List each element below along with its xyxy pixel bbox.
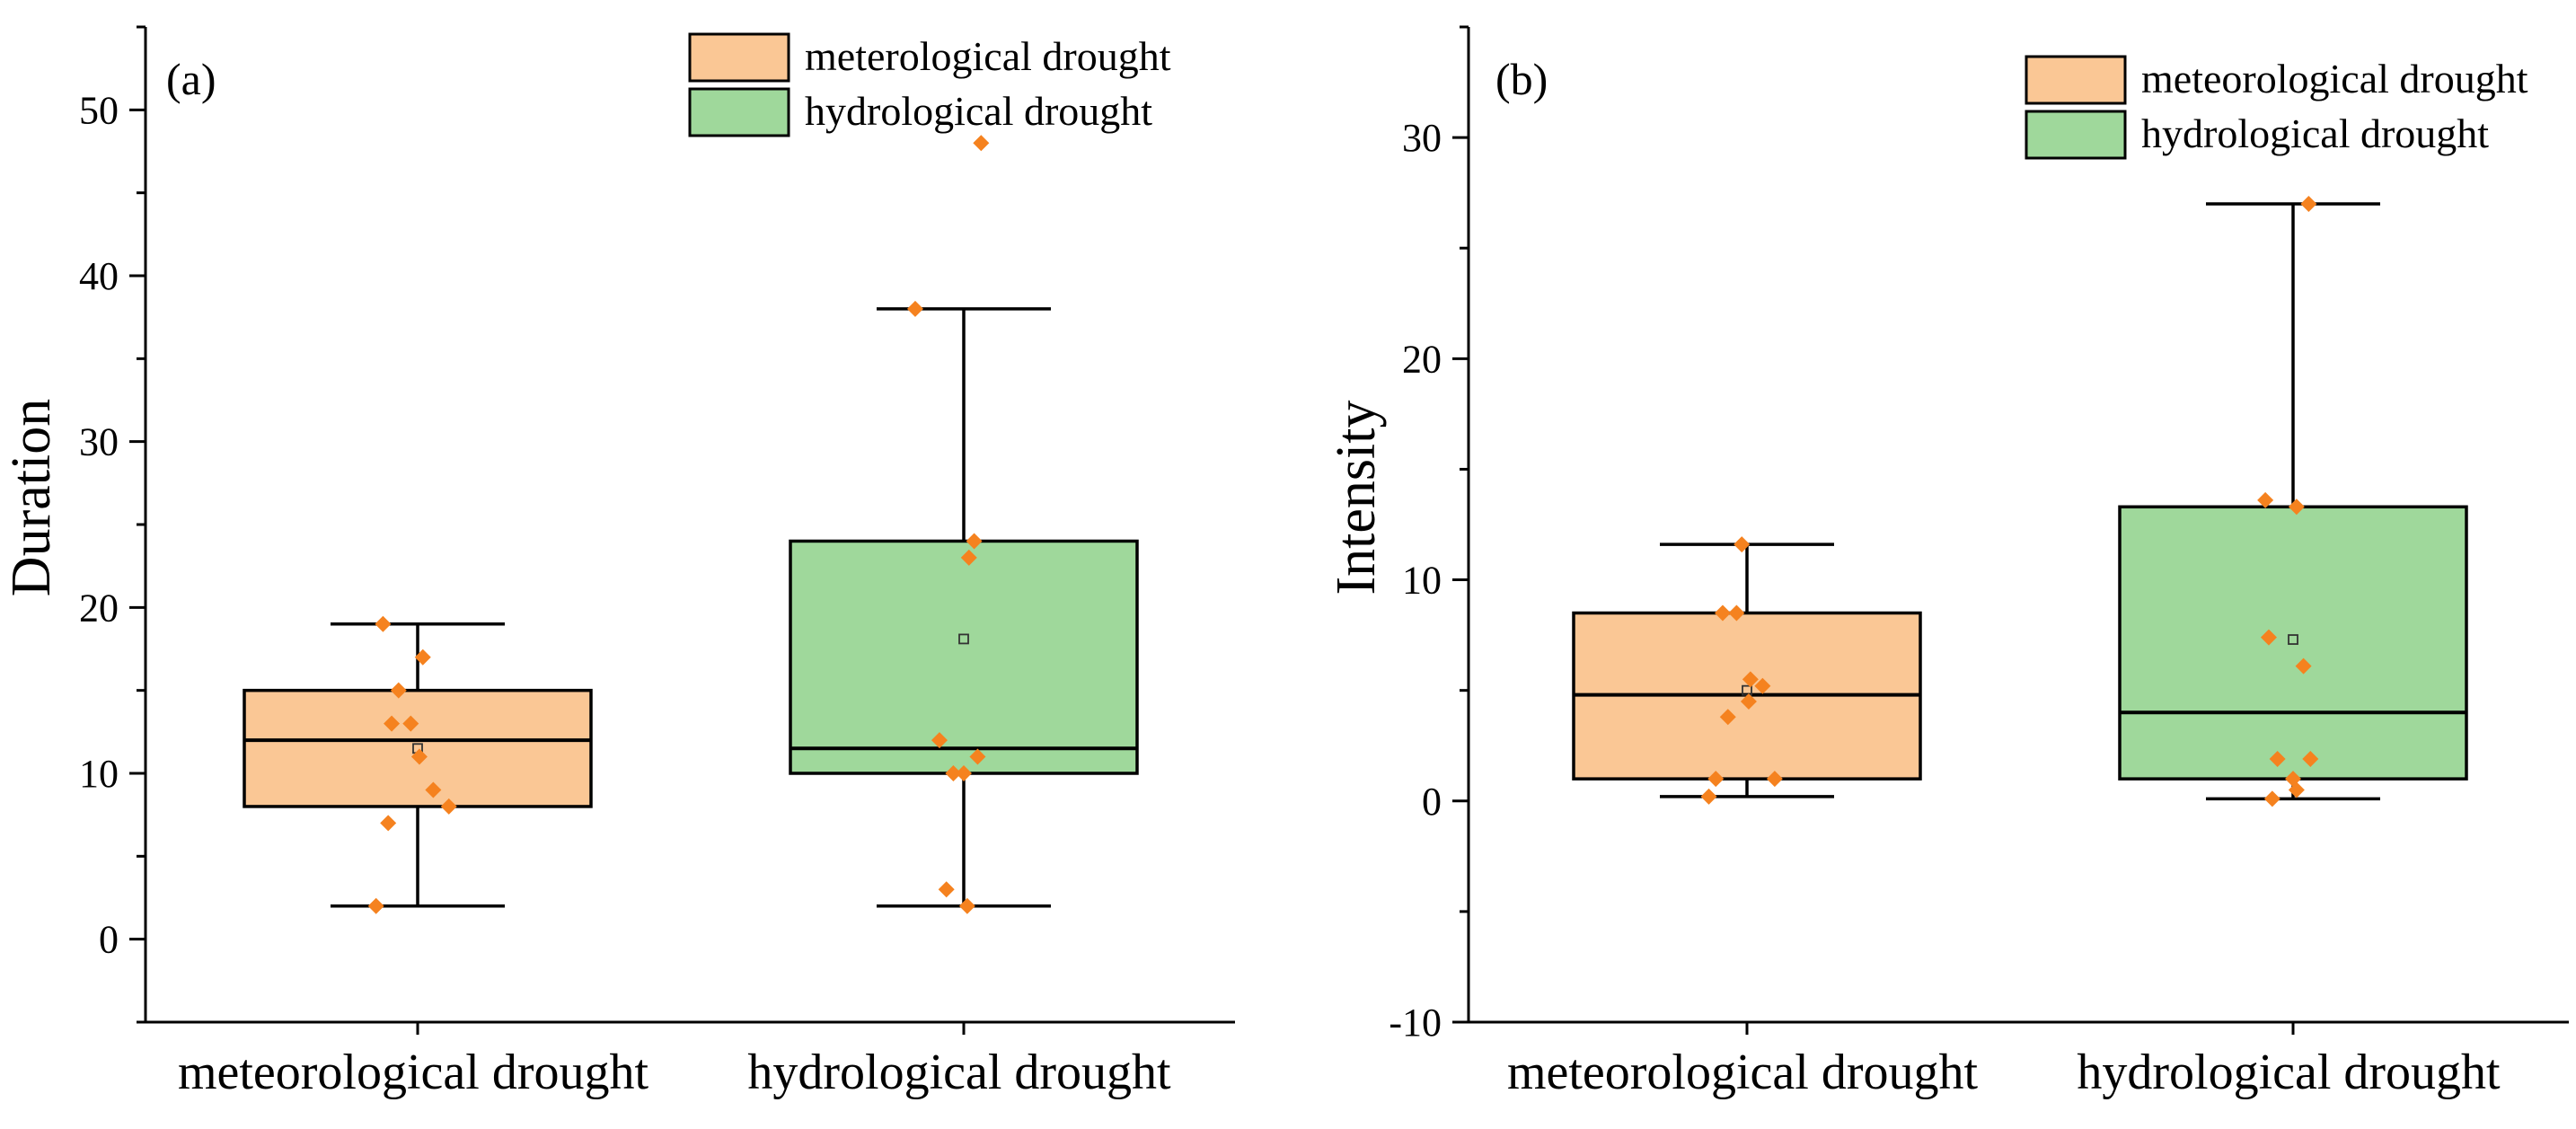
data-point (380, 815, 397, 832)
legend-label: meterological drought (805, 33, 1171, 79)
data-point (906, 300, 923, 317)
y-tick-label: 10 (1402, 559, 1442, 603)
data-point (1766, 771, 1783, 788)
panel-b-intensity: -10 0 10 20 30 meteorological drought hydrolog… (1326, 25, 2569, 1100)
data-point (1700, 788, 1717, 805)
y-axis-title: Intensity (1326, 401, 1387, 595)
legend-swatch (2025, 110, 2127, 160)
legend-label: hydrological drought (2141, 110, 2489, 156)
data-point (384, 715, 401, 732)
x-category-label: meteorological drought (1507, 1045, 1979, 1100)
box-iqr (2118, 505, 2468, 781)
box-group (789, 135, 1139, 914)
legend-label: hydrological drought (805, 88, 1152, 134)
data-point (1734, 536, 1751, 553)
data-point (2288, 498, 2305, 516)
box-group (1572, 536, 1922, 805)
data-point (414, 648, 431, 666)
y-tick-label: 10 (79, 752, 119, 796)
data-point (969, 748, 986, 765)
panel-label: (a) (166, 54, 216, 104)
data-point (1754, 677, 1771, 694)
data-point (425, 781, 442, 798)
legend: meterological drought hydrological drough… (688, 32, 1171, 137)
data-point (410, 748, 428, 765)
data-point (966, 533, 983, 550)
data-point (2295, 657, 2312, 675)
y-tick-label: 50 (79, 88, 119, 132)
data-point (1707, 771, 1725, 788)
y-axis-title: Duration (1, 399, 62, 596)
data-point (440, 798, 457, 815)
data-point (1740, 692, 1757, 710)
y-tick-label: 20 (79, 586, 119, 630)
mean-marker (958, 633, 969, 645)
x-category-label: meteorological drought (178, 1045, 649, 1100)
y-tick-label: 30 (1402, 116, 1442, 160)
data-point (1728, 604, 1745, 622)
mean-marker (1742, 684, 1752, 696)
data-point (2269, 750, 2286, 767)
y-tick-label: 30 (79, 420, 119, 464)
data-point (2257, 491, 2274, 508)
data-point (945, 765, 962, 781)
y-tick-label: 0 (99, 918, 119, 962)
legend-swatch (2025, 55, 2127, 105)
y-tick-label: 20 (1402, 337, 1442, 381)
y-tick-label: -10 (1389, 1001, 1442, 1045)
panel-label: (b) (1495, 54, 1548, 104)
legend-swatch (688, 32, 790, 83)
data-point (402, 715, 419, 732)
data-point (2300, 195, 2317, 212)
legend: meteorological drought hydrological droug… (2025, 55, 2528, 160)
box-group (243, 615, 593, 914)
box-group (2118, 195, 2468, 807)
data-point (2288, 781, 2305, 798)
x-category-label: hydrological drought (747, 1045, 1171, 1100)
data-point (2302, 750, 2319, 767)
mean-marker (2288, 634, 2298, 645)
data-point (958, 897, 975, 914)
data-point (2260, 629, 2277, 646)
data-point (973, 135, 990, 152)
data-point (1714, 604, 1731, 622)
data-point (367, 897, 384, 914)
data-point (390, 682, 407, 699)
data-point (2263, 790, 2280, 807)
data-point (375, 615, 392, 632)
box-iqr (789, 539, 1139, 775)
data-point (938, 881, 955, 898)
x-category-label: hydrological drought (2077, 1045, 2501, 1100)
y-tick-label: 0 (1422, 780, 1442, 824)
data-point (931, 732, 948, 749)
data-point (1719, 709, 1736, 726)
box-iqr (243, 688, 593, 808)
legend-swatch (688, 87, 790, 137)
y-tick-label: 40 (79, 254, 119, 298)
data-point (960, 549, 977, 566)
panel-a-duration: 0 10 20 30 40 50 meteorological drought hydrolo… (1, 25, 1235, 1100)
data-point (956, 765, 972, 781)
data-point (1742, 671, 1759, 688)
legend-label: meteorological drought (2141, 56, 2528, 101)
